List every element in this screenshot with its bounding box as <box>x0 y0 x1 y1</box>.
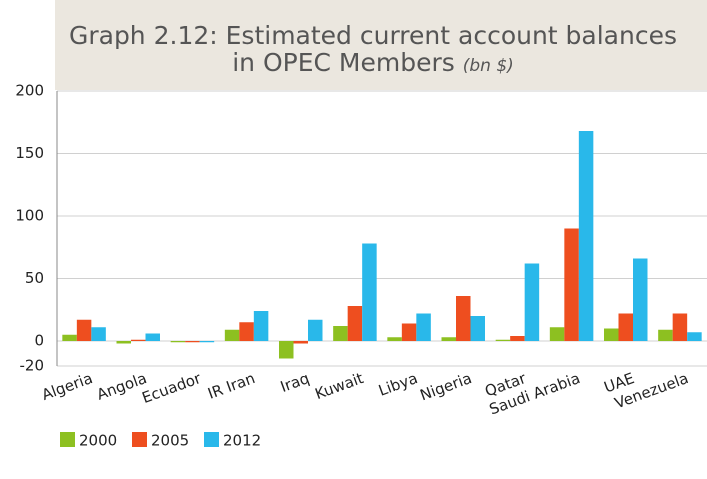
bar <box>633 258 648 341</box>
bar <box>618 313 633 341</box>
bar <box>170 341 186 343</box>
x-tick-label: Iraq <box>278 369 312 396</box>
bar <box>293 341 308 344</box>
x-tick-label: Libya <box>376 369 420 400</box>
x-tick-label: IR Iran <box>205 369 257 403</box>
bar <box>347 306 363 341</box>
x-tick-label: Nigeria <box>418 369 475 404</box>
bar <box>441 337 456 341</box>
bar <box>333 326 348 341</box>
bar <box>145 333 160 341</box>
x-tick-label: Kuwait <box>313 369 366 403</box>
bar <box>91 327 106 341</box>
bar <box>495 339 511 341</box>
bar <box>62 334 77 341</box>
title-box: Graph 2.12: Estimated current account ba… <box>55 0 707 90</box>
bar <box>687 332 702 341</box>
bar <box>362 243 377 341</box>
bar <box>401 323 417 341</box>
legend-swatch <box>132 432 147 447</box>
bar <box>76 319 92 341</box>
y-tick-label: -20 <box>20 357 45 375</box>
legend-label: 2005 <box>151 432 189 450</box>
legend-swatch <box>60 432 75 447</box>
bar <box>578 131 594 341</box>
bar <box>470 316 485 341</box>
bar <box>658 329 673 341</box>
bar <box>116 341 131 344</box>
y-tick-label: 100 <box>15 207 44 225</box>
bar <box>253 311 269 341</box>
legend-label: 2012 <box>223 432 261 450</box>
bar <box>131 339 146 341</box>
bar <box>387 337 402 341</box>
bar <box>279 341 294 359</box>
bar <box>239 322 254 341</box>
legend-swatch <box>204 432 219 447</box>
bar <box>416 313 431 341</box>
x-tick-label: Algeria <box>39 369 95 404</box>
bar <box>564 228 579 341</box>
bar <box>308 319 323 341</box>
x-tick-label: Ecuador <box>140 369 205 407</box>
unit: (bn $) <box>462 56 514 76</box>
chart-title: Graph 2.12: Estimated current account ba… <box>63 22 683 80</box>
y-tick-label: 200 <box>15 82 44 100</box>
x-tick-label: Angola <box>94 369 149 404</box>
bar <box>524 263 540 341</box>
bar <box>604 328 619 341</box>
y-tick-label: 150 <box>15 144 44 162</box>
bar <box>199 341 215 343</box>
y-tick-label: 0 <box>34 332 44 350</box>
bar <box>672 313 688 341</box>
bar <box>185 341 200 343</box>
legend-label: 2000 <box>79 432 117 450</box>
bar <box>224 329 240 341</box>
bar <box>549 327 565 341</box>
y-tick-label: 50 <box>25 269 44 287</box>
title-text: Graph 2.12: Estimated current account ba… <box>68 21 678 77</box>
bar <box>456 296 471 341</box>
bar <box>510 336 525 341</box>
